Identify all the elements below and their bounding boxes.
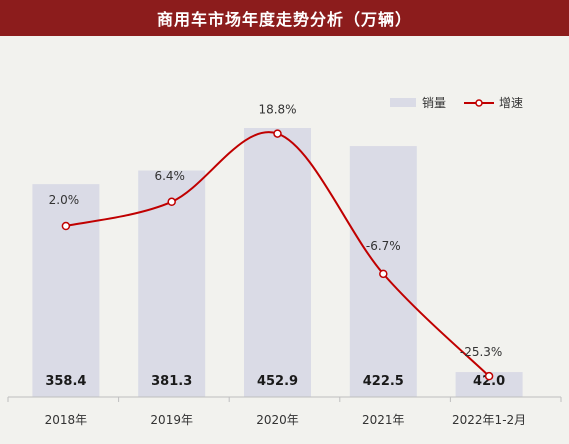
growth-label-2: 18.8% (258, 103, 296, 117)
growth-label-1: 6.4% (154, 169, 185, 183)
legend-swatch-line (464, 98, 495, 107)
bar-value-label-1: 381.3 (151, 374, 192, 389)
legend-label-growth: 增速 (499, 96, 524, 110)
chart-title: 商用车市场年度走势分析（万辆） (156, 10, 412, 29)
legend-item-growth: 增速 (464, 94, 523, 111)
growth-point-3 (379, 269, 388, 279)
growth-label-3: -6.7% (366, 239, 401, 253)
x-tick-label-2: 2020年 (256, 413, 299, 427)
growth-label-0: 2.0% (49, 193, 80, 207)
growth-point-2 (273, 129, 282, 138)
x-tick-label-3: 2021年 (362, 413, 405, 427)
bar-value-label-4: 42.0 (473, 374, 505, 389)
chart-legend: 销量 增速 (390, 94, 541, 111)
bar-0 (32, 184, 100, 397)
x-tick-label-1: 2019年 (150, 413, 193, 427)
growth-point-1 (167, 197, 176, 207)
growth-label-4: -25.3% (460, 345, 502, 359)
legend-swatch-bar (390, 98, 416, 107)
bar-1 (138, 170, 206, 397)
growth-point-4 (484, 371, 494, 381)
x-tick-label-0: 2018年 (45, 413, 88, 427)
growth-point-0 (61, 221, 71, 231)
legend-item-sales: 销量 (390, 94, 446, 111)
growth-line (65, 131, 490, 377)
bar-2 (244, 128, 311, 397)
x-tick-label-4: 2022年1-2月 (452, 413, 526, 427)
bar-value-label-3: 422.5 (363, 374, 404, 389)
bar-value-label-0: 358.4 (45, 374, 86, 389)
legend-label-sales: 销量 (422, 96, 447, 110)
bar-value-label-2: 452.9 (257, 374, 298, 389)
chart-title-bar: 商用车市场年度走势分析（万辆） (0, 0, 569, 36)
